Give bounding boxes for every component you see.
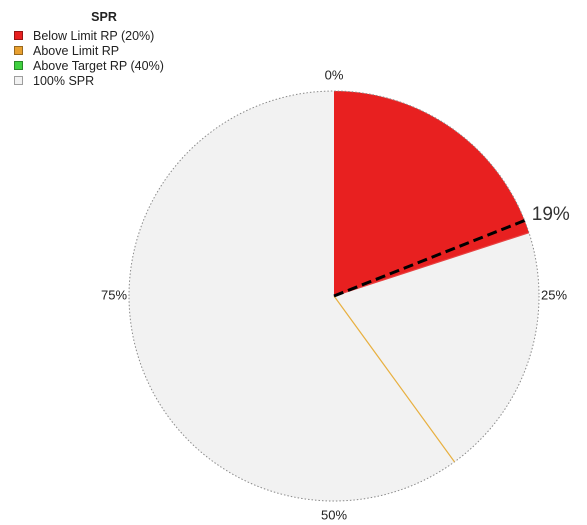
legend-label-above-limit: Above Limit RP (33, 43, 120, 58)
legend-swatch-below-limit (14, 31, 23, 40)
legend-label-above-target: Above Target RP (40%) (33, 58, 164, 73)
legend-swatch-above-target (14, 61, 23, 70)
legend-title: SPR (91, 10, 117, 24)
legend-swatch-above-limit (14, 46, 23, 55)
legend-label-below-limit: Below Limit RP (20%) (33, 28, 155, 43)
reference-line-40 (333, 295, 455, 463)
marker-group: 19% (333, 204, 570, 298)
legend-item-above-target: Above Target RP (40%) (14, 58, 194, 73)
legend-label-full-spr: 100% SPR (33, 73, 95, 88)
legend-item-above-limit: Above Limit RP (14, 43, 194, 58)
reference-line-20 (333, 232, 530, 297)
legend-item-below-limit: Below Limit RP (20%) (14, 28, 194, 43)
tick-label-25: 25% (541, 287, 567, 302)
tick-label-50: 50% (321, 507, 347, 522)
legend-swatch-full-spr (14, 76, 23, 85)
pie-slice-below-limit-rp-20 (334, 91, 529, 296)
tick-labels: 0% 25% 50% 75% (101, 67, 567, 522)
legend: SPR Below Limit RP (20%) Above Limit RP … (14, 9, 194, 88)
pie-outline (128, 90, 540, 502)
marker-line (333, 219, 526, 298)
tick-label-0: 0% (325, 67, 344, 82)
legend-item-full-spr: 100% SPR (14, 73, 194, 88)
marker-label: 19% (532, 204, 570, 225)
reference-lines (333, 232, 530, 463)
tick-label-75: 75% (101, 287, 127, 302)
